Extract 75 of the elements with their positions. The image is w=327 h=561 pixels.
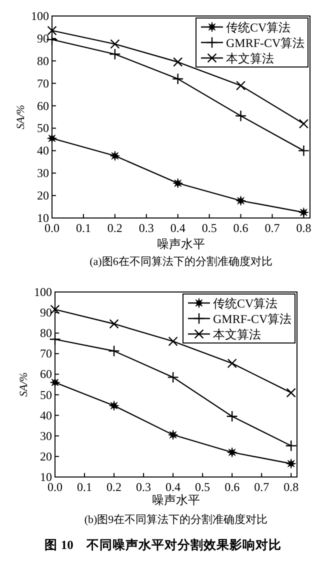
y-tick-label: 40 (37, 144, 49, 158)
y-tick-label: 40 (40, 408, 52, 422)
x-tick-label: 0.7 (254, 480, 270, 494)
y-axis-title: SA/% (15, 104, 27, 130)
point (50, 377, 60, 388)
x-tick-label: 0.4 (166, 480, 181, 494)
legend-label: 本文算法 (213, 328, 261, 342)
y-tick-label: 100 (31, 9, 49, 23)
y-tick-label: 70 (37, 76, 49, 90)
point (173, 57, 183, 67)
point (298, 207, 309, 218)
x-tick-label: 0.2 (107, 221, 122, 235)
y-tick-label: 100 (34, 285, 52, 299)
x-tick-label: 0.2 (106, 480, 122, 494)
x-tick-label: 0.4 (170, 221, 186, 235)
x-tick-label: 0.7 (264, 221, 280, 235)
point (167, 372, 179, 384)
x-tick-label: 0.5 (195, 480, 210, 494)
point (236, 196, 246, 206)
point (50, 304, 60, 314)
legend-label: 传统CV算法 (226, 20, 291, 34)
text: (a)图6在不同算法下的分割准确度对比 (90, 255, 272, 268)
legend-label: 传统CV算法 (213, 296, 278, 310)
point (172, 73, 184, 85)
x-axis-title: 噪声水平 (157, 237, 205, 251)
x-tick-label: 0.1 (76, 221, 91, 235)
legend-label: 本文算法 (226, 52, 274, 66)
y-tick-label: 20 (37, 188, 49, 203)
y-tick-label: 50 (40, 388, 52, 402)
y-tick-label: 60 (40, 367, 52, 382)
y-tick-label: 30 (40, 428, 52, 443)
point (109, 319, 119, 329)
point (286, 388, 296, 398)
point (168, 430, 178, 440)
x-tick-label: 0.5 (202, 221, 217, 235)
point (285, 440, 297, 452)
y-tick-label: 60 (37, 98, 49, 113)
point (46, 133, 58, 144)
point (226, 410, 238, 422)
point (47, 26, 57, 36)
point (172, 178, 183, 188)
y-tick-label: 70 (40, 346, 52, 361)
y-tick-label: 50 (37, 121, 49, 136)
x-tick-label: 0.3 (136, 480, 152, 494)
y-tick-label: 80 (37, 54, 49, 68)
y-tick-label: 90 (37, 31, 49, 46)
point (110, 150, 120, 161)
y-axis-title: SA/% (18, 372, 30, 397)
x-tick-label: 0.6 (224, 480, 240, 494)
point (286, 458, 296, 469)
point (108, 400, 120, 411)
x-tick-label: 0.6 (233, 221, 248, 235)
legend-label: GMRF-CV算法 (226, 36, 305, 50)
caption: 图 10 不同噪声水平对分割效果影响对比 (44, 537, 282, 552)
legend-label: GMRF-CV算法 (213, 312, 292, 326)
point (110, 39, 120, 49)
point (227, 358, 237, 368)
y-tick-label: 20 (40, 449, 52, 464)
point (234, 110, 247, 122)
point (108, 345, 120, 357)
point (109, 48, 121, 60)
y-tick-label: 30 (37, 166, 49, 180)
point (298, 144, 310, 156)
x-tick-label: 0.8 (284, 480, 299, 494)
y-tick-label: 80 (40, 326, 52, 340)
x-tick-label: 0.1 (77, 480, 92, 494)
x-tick-label: 0.8 (296, 221, 312, 235)
x-tick-label: 0.3 (138, 221, 154, 235)
text: (b)图9在不同算法下的分割准确度对比 (84, 513, 268, 526)
point (227, 447, 238, 458)
point (298, 118, 309, 129)
point (236, 80, 246, 90)
y-tick-label: 90 (40, 306, 52, 320)
point (168, 336, 178, 346)
x-axis-title: 噪声水平 (152, 493, 200, 507)
